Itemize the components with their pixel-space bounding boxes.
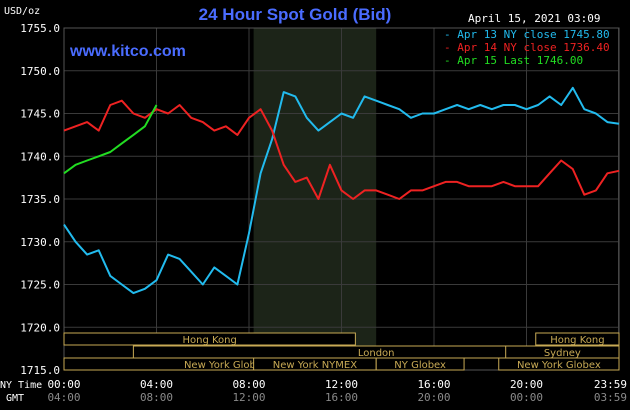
y-tick-label: 1740.0 (20, 150, 60, 163)
x-tick-label-gmt: 00:00 (510, 391, 543, 404)
legend-entry: - Apr 14 NY close 1736.40 (444, 41, 610, 54)
y-tick-label: 1725.0 (20, 279, 60, 292)
x-tick-label-ny: 04:00 (140, 378, 173, 391)
session-bar (375, 357, 465, 371)
x-tick-label-ny: 16:00 (417, 378, 450, 391)
series-lines (63, 86, 620, 295)
y-tick-label: 1730.0 (20, 236, 60, 249)
session-bar (63, 332, 356, 346)
session-label: Sydney (544, 348, 581, 359)
session-bar (498, 357, 620, 371)
x-tick-label-gmt: 08:00 (140, 391, 173, 404)
series-line-3 (63, 104, 158, 175)
session-bar (535, 332, 620, 346)
x-tick-label-ny: 12:00 (325, 378, 358, 391)
x-tick-label-gmt: 03:59 (594, 391, 627, 404)
y-tick-label: 1720.0 (20, 321, 60, 334)
x-tick-label-gmt: 20:00 (417, 391, 450, 404)
session-label: Hong Kong (183, 335, 237, 346)
y-tick-label: 1755.0 (20, 22, 60, 35)
y-tick-label: 1745.0 (20, 108, 60, 121)
x-tick-label-gmt: 04:00 (47, 391, 80, 404)
x-row-label-ny: NY Time (0, 380, 42, 391)
y-axis: 1755.0 1750.0 1745.0 1740.0 1735.0 1730.0 1725… (20, 22, 60, 377)
legend-entry: - Apr 13 NY close 1745.80 (444, 28, 610, 41)
session-label: Hong Kong (550, 335, 604, 346)
session-label: New York NYMEX (273, 360, 358, 371)
date-label: April 15, 2021 03:09 (468, 12, 600, 25)
session-label: New York Globex (517, 360, 601, 371)
x-tick-label-ny: 00:00 (47, 378, 80, 391)
legend-entry: - Apr 15 Last 1746.00 (444, 54, 583, 67)
site-watermark: www.kitco.com (69, 43, 186, 60)
x-tick-label-gmt: 12:00 (232, 391, 265, 404)
x-tick-label-gmt: 16:00 (325, 391, 358, 404)
x-tick-label-ny: 08:00 (232, 378, 265, 391)
legend: - Apr 13 NY close 1745.80- Apr 14 NY clo… (444, 28, 610, 67)
session-label: New York Globex (184, 360, 268, 371)
x-axis: 00:00 04:00 08:00 12:00 16:00 20:00 23:5904:00… (47, 378, 627, 404)
series-line-2 (63, 99, 620, 200)
y-tick-label: 1735.0 (20, 193, 60, 206)
session-bars: Hong Kong London New York Globex New York N… (63, 332, 620, 371)
x-row-label-gmt: GMT (6, 393, 24, 404)
y-tick-label: 1750.0 (20, 65, 60, 78)
x-tick-label-ny: 20:00 (510, 378, 543, 391)
x-tick-label-ny: 23:59 (594, 378, 627, 391)
series-line-1 (63, 86, 620, 295)
session-label: NY Globex (394, 360, 446, 371)
session-label: London (358, 348, 395, 359)
y-axis-label: USD/oz (4, 6, 40, 17)
y-tick-label: 1715.0 (20, 364, 60, 377)
chart-title: 24 Hour Spot Gold (Bid) (199, 5, 392, 24)
